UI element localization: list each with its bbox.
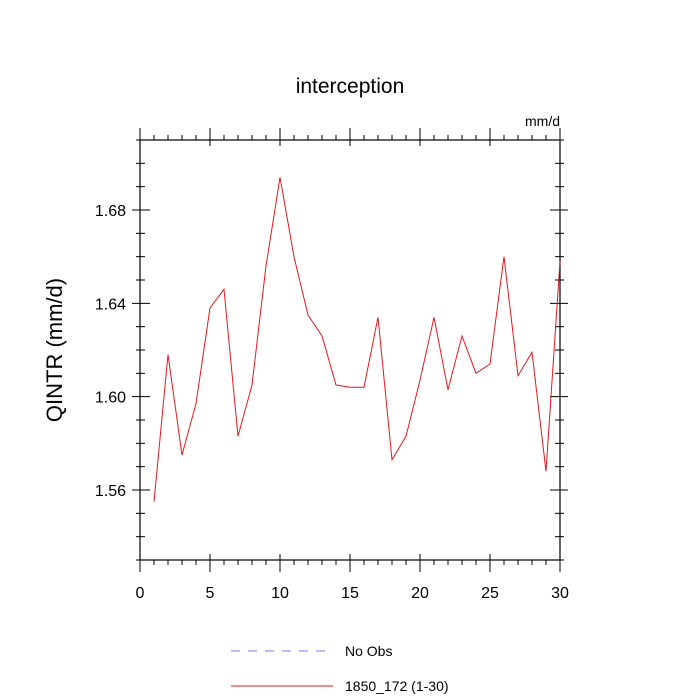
units-label: mm/d	[525, 113, 560, 129]
x-tick-label: 0	[136, 585, 145, 602]
legend-label-1: 1850_172 (1-30)	[345, 678, 449, 694]
y-tick-label: 1.64	[95, 296, 126, 313]
legend: No Obs 1850_172 (1-30)	[231, 643, 449, 694]
y-axis-title: QINTR (mm/d)	[42, 278, 67, 422]
x-tick-label: 15	[341, 585, 359, 602]
tick-labels: 0 5 10 15 20 25 30 1.56 1.60 1.64 1.68	[95, 203, 569, 602]
x-tick-label: 20	[411, 585, 429, 602]
x-tick-label: 25	[481, 585, 499, 602]
series-line-0	[153, 177, 561, 502]
series-group	[153, 177, 561, 502]
axis-ticks	[132, 128, 568, 572]
x-tick-label: 10	[271, 585, 289, 602]
legend-label-0: No Obs	[345, 643, 392, 659]
chart-title: interception	[296, 75, 405, 98]
x-tick-label: 5	[206, 585, 215, 602]
plot-frame	[139, 139, 561, 561]
y-tick-label: 1.60	[95, 390, 126, 407]
y-tick-label: 1.68	[95, 203, 126, 220]
x-tick-label: 30	[551, 585, 569, 602]
y-tick-label: 1.56	[95, 483, 126, 500]
